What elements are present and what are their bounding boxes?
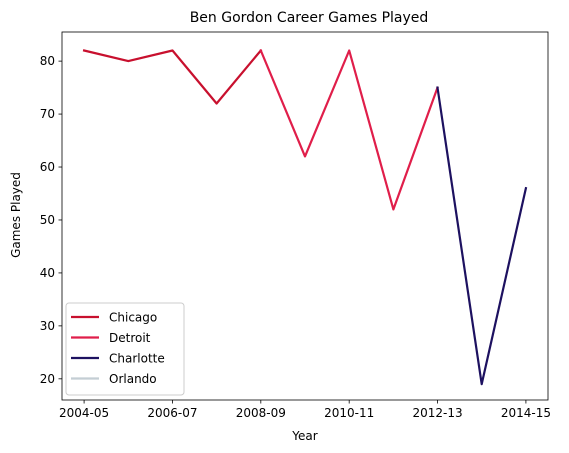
y-tick-label: 70: [40, 107, 55, 121]
series-line-charlotte: [436, 86, 528, 386]
plot-frame: [61, 31, 549, 401]
chart-title: Ben Gordon Career Games Played: [190, 10, 429, 26]
x-tick-label: 2008-09: [236, 406, 286, 420]
legend-label: Detroit: [109, 331, 151, 345]
y-tick-label: 80: [40, 54, 55, 68]
legend: Chicago Detroit Charlotte Orlando: [65, 302, 185, 396]
legend-label: Charlotte: [109, 352, 165, 366]
plot-area: 20 30 40 50 60 70 80 2004-05 2006-07 2008-09 2010-…: [40, 31, 551, 420]
y-tick-label: 40: [40, 266, 55, 280]
y-axis-label: Games Played: [9, 172, 23, 258]
legend-label: Chicago: [109, 311, 157, 325]
series-line-chicago: [82, 48, 263, 105]
legend-label: Orlando: [109, 372, 157, 386]
y-tick-label: 30: [40, 319, 55, 333]
x-tick-label: 2010-11: [324, 406, 374, 420]
x-axis-label: Year: [291, 429, 317, 443]
x-tick-label: 2014-15: [501, 406, 551, 420]
legend-box: [65, 302, 185, 396]
x-tick-label: 2004-05: [59, 406, 109, 420]
x-tick-label: 2012-13: [412, 406, 462, 420]
y-tick-label: 20: [40, 372, 55, 386]
series-line-detroit: [259, 49, 439, 211]
x-tick-label: 2006-07: [147, 406, 197, 420]
y-tick-label: 50: [40, 213, 55, 227]
y-tick-label: 60: [40, 160, 55, 174]
